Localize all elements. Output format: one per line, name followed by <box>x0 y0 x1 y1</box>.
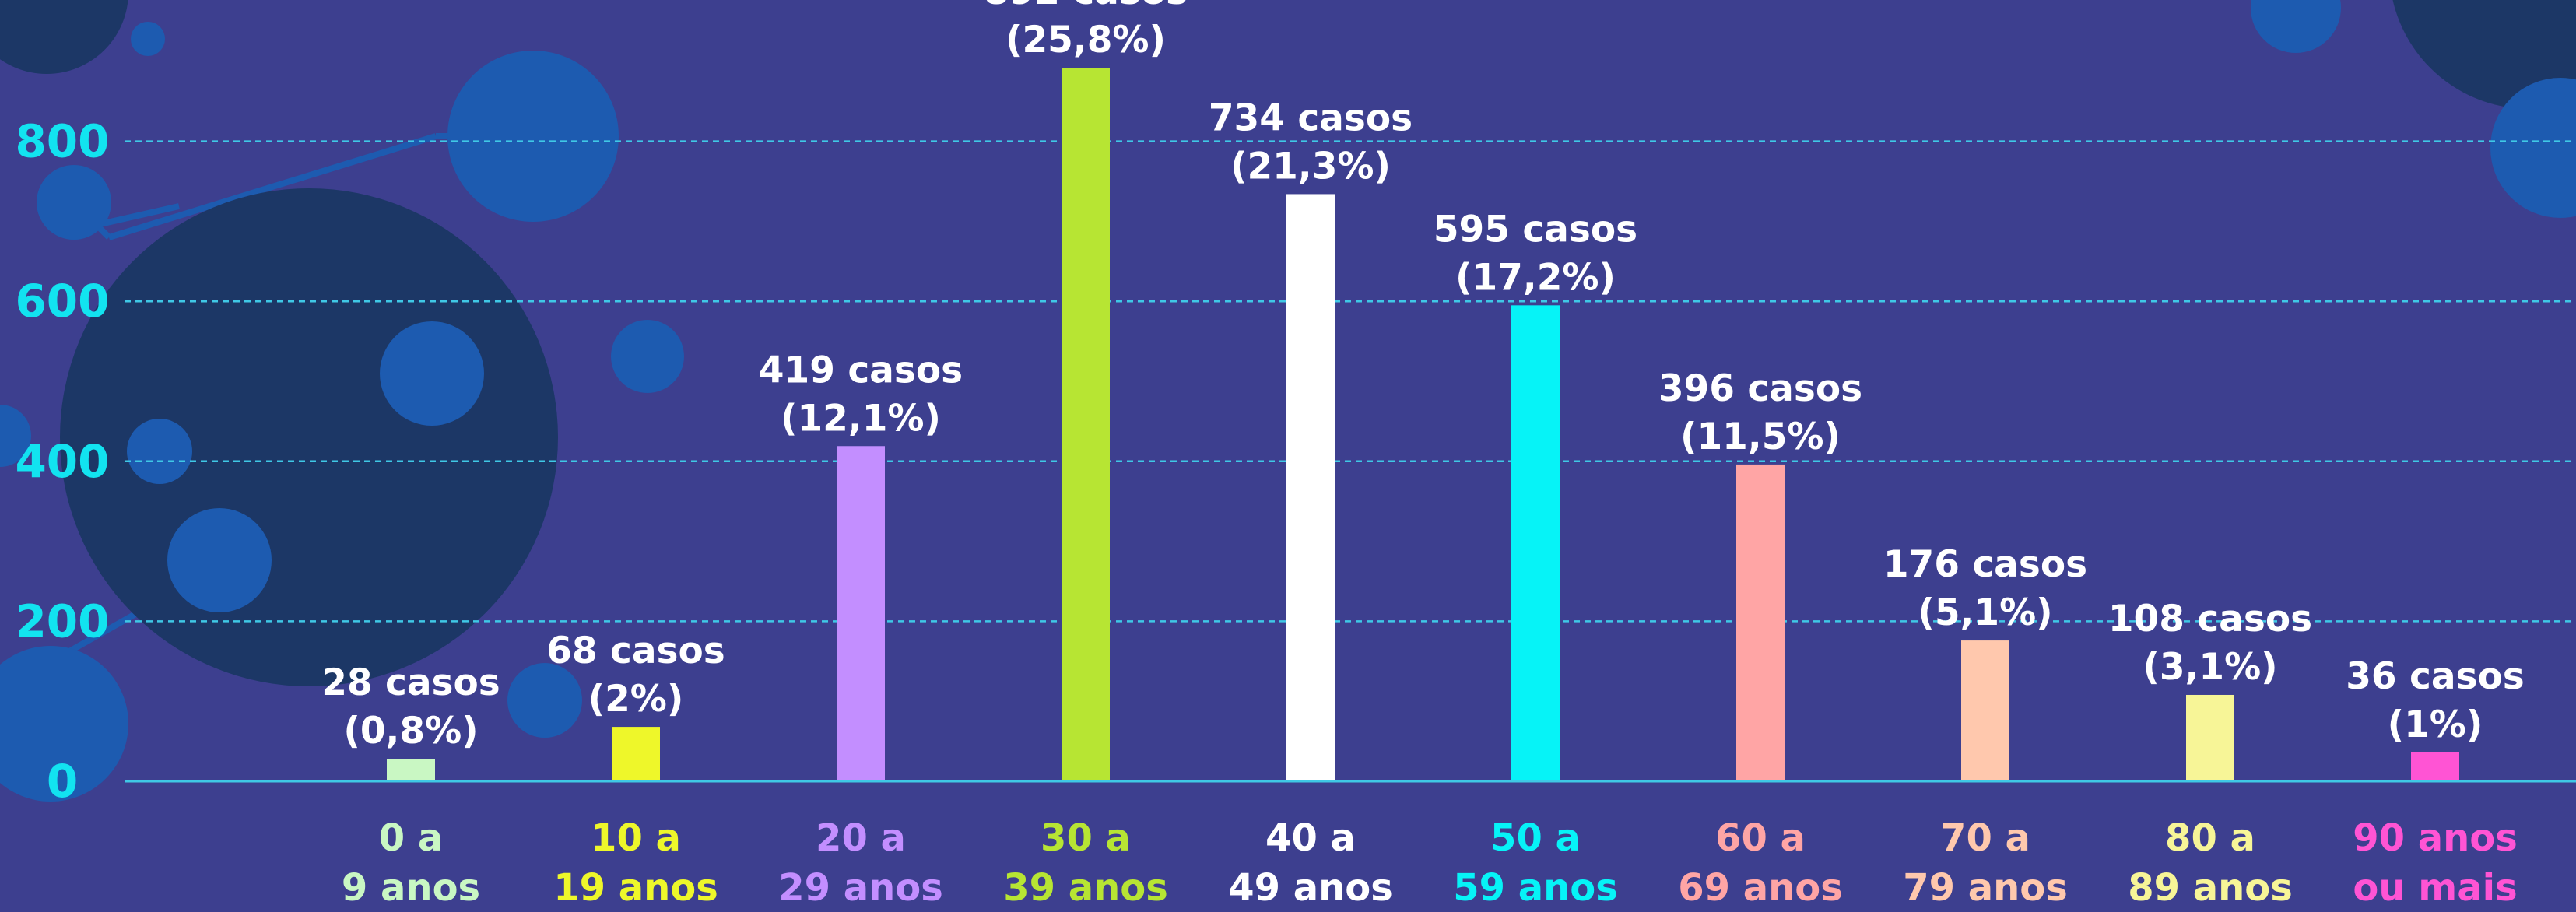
decor-bubble <box>0 646 128 802</box>
data-label-cases: 28 casos <box>321 661 500 704</box>
data-label-percent: (12,1%) <box>781 397 941 440</box>
decor-bubble <box>447 51 619 222</box>
y-tick-label: 200 <box>15 595 109 647</box>
bar <box>1961 640 2009 781</box>
data-label-cases: 396 casos <box>1658 367 1862 410</box>
x-tick-label-line1: 0 a <box>379 816 444 860</box>
bar <box>387 759 435 781</box>
bar <box>837 446 885 781</box>
data-label-percent: (11,5%) <box>1680 416 1841 458</box>
decor-bubble <box>2392 0 2576 109</box>
x-tick-label-line1: 60 a <box>1715 816 1806 860</box>
data-label-cases: 68 casos <box>546 630 725 672</box>
y-tick-label: 600 <box>15 275 109 328</box>
x-tick-label-line1: 50 a <box>1490 816 1581 860</box>
x-tick-label-line2: 9 anos <box>342 866 480 909</box>
virus-decoration <box>0 0 2576 802</box>
bar <box>1062 68 1110 782</box>
bar <box>2411 752 2459 781</box>
y-tick-label: 0 <box>47 755 78 808</box>
decor-bubble <box>611 320 684 393</box>
bar <box>2186 694 2234 781</box>
x-tick-label-line2: 29 anos <box>778 866 943 909</box>
y-tick-label: 400 <box>15 435 109 488</box>
data-label-percent: (0,8%) <box>343 710 478 752</box>
x-tick-label-line2: 49 anos <box>1228 866 1393 909</box>
decor-bubble <box>131 22 165 56</box>
data-label-cases: 176 casos <box>1883 543 2087 586</box>
x-tick-label-line1: 80 a <box>2165 816 2255 860</box>
x-tick-label-line2: 79 anos <box>1903 866 2068 909</box>
data-label-percent: (3,1%) <box>2143 646 2277 689</box>
x-tick-label-line2: 69 anos <box>1678 866 1843 909</box>
x-axis-ticks: 0 a 9 anos 10 a 19 anos 20 a 29 anos 30 a 39 an… <box>342 816 2518 910</box>
x-tick-label-line1: 90 anos <box>2353 816 2518 860</box>
data-label-cases: 108 casos <box>2108 598 2312 640</box>
data-label-cases: 36 casos <box>2346 655 2525 698</box>
x-tick-label-line1: 10 a <box>591 816 681 860</box>
bars <box>387 68 2459 782</box>
decor-connector <box>57 604 149 661</box>
decor-bubble <box>380 321 484 426</box>
decor-bubble <box>507 663 582 738</box>
decor-bubble <box>2251 0 2341 53</box>
data-label-percent: (17,2%) <box>1455 256 1616 299</box>
gridlines <box>125 140 2576 623</box>
data-label-cases: 419 casos <box>759 349 963 391</box>
y-tick-label: 800 <box>15 115 109 168</box>
data-label-percent: (1%) <box>2388 703 2483 746</box>
data-label-percent: (2%) <box>588 678 684 721</box>
x-tick-label-line1: 70 a <box>1940 816 2030 860</box>
x-tick-label-line1: 30 a <box>1041 816 1131 860</box>
bar <box>1286 194 1335 781</box>
x-tick-label-line2: ou mais <box>2353 866 2517 909</box>
x-tick-label-line2: 59 anos <box>1453 866 1618 909</box>
decor-bubble <box>127 419 192 484</box>
data-label-percent: (5,1%) <box>1918 591 2052 634</box>
data-label-percent: (21,3%) <box>1230 145 1391 188</box>
decor-bubble <box>167 508 272 612</box>
bar <box>1736 464 1785 781</box>
x-tick-label-line2: 89 anos <box>2128 866 2293 909</box>
x-tick-label-line1: 40 a <box>1265 816 1356 860</box>
bar <box>612 727 660 781</box>
decor-bubble <box>0 0 128 74</box>
y-axis-ticks: 0 200 400 600 800 <box>15 115 109 808</box>
x-tick-label-line2: 39 anos <box>1003 866 1168 909</box>
data-label-cases: 734 casos <box>1209 96 1413 139</box>
decor-bubble <box>37 165 111 240</box>
data-label-cases: 595 casos <box>1434 208 1637 251</box>
decor-connector <box>93 203 180 229</box>
decor-bubble <box>2490 78 2576 218</box>
bar <box>1511 305 1560 782</box>
decor-bubble <box>0 405 31 467</box>
data-label-cases: 892 casos <box>984 0 1188 13</box>
x-tick-label-line1: 20 a <box>816 816 906 860</box>
data-label-percent: (25,8%) <box>1005 19 1166 61</box>
decor-connector <box>107 133 437 240</box>
data-labels: 28 casos (0,8%) 68 casos (2%) 419 casos (12,1… <box>321 0 2525 752</box>
x-tick-label-line2: 19 anos <box>553 866 718 909</box>
